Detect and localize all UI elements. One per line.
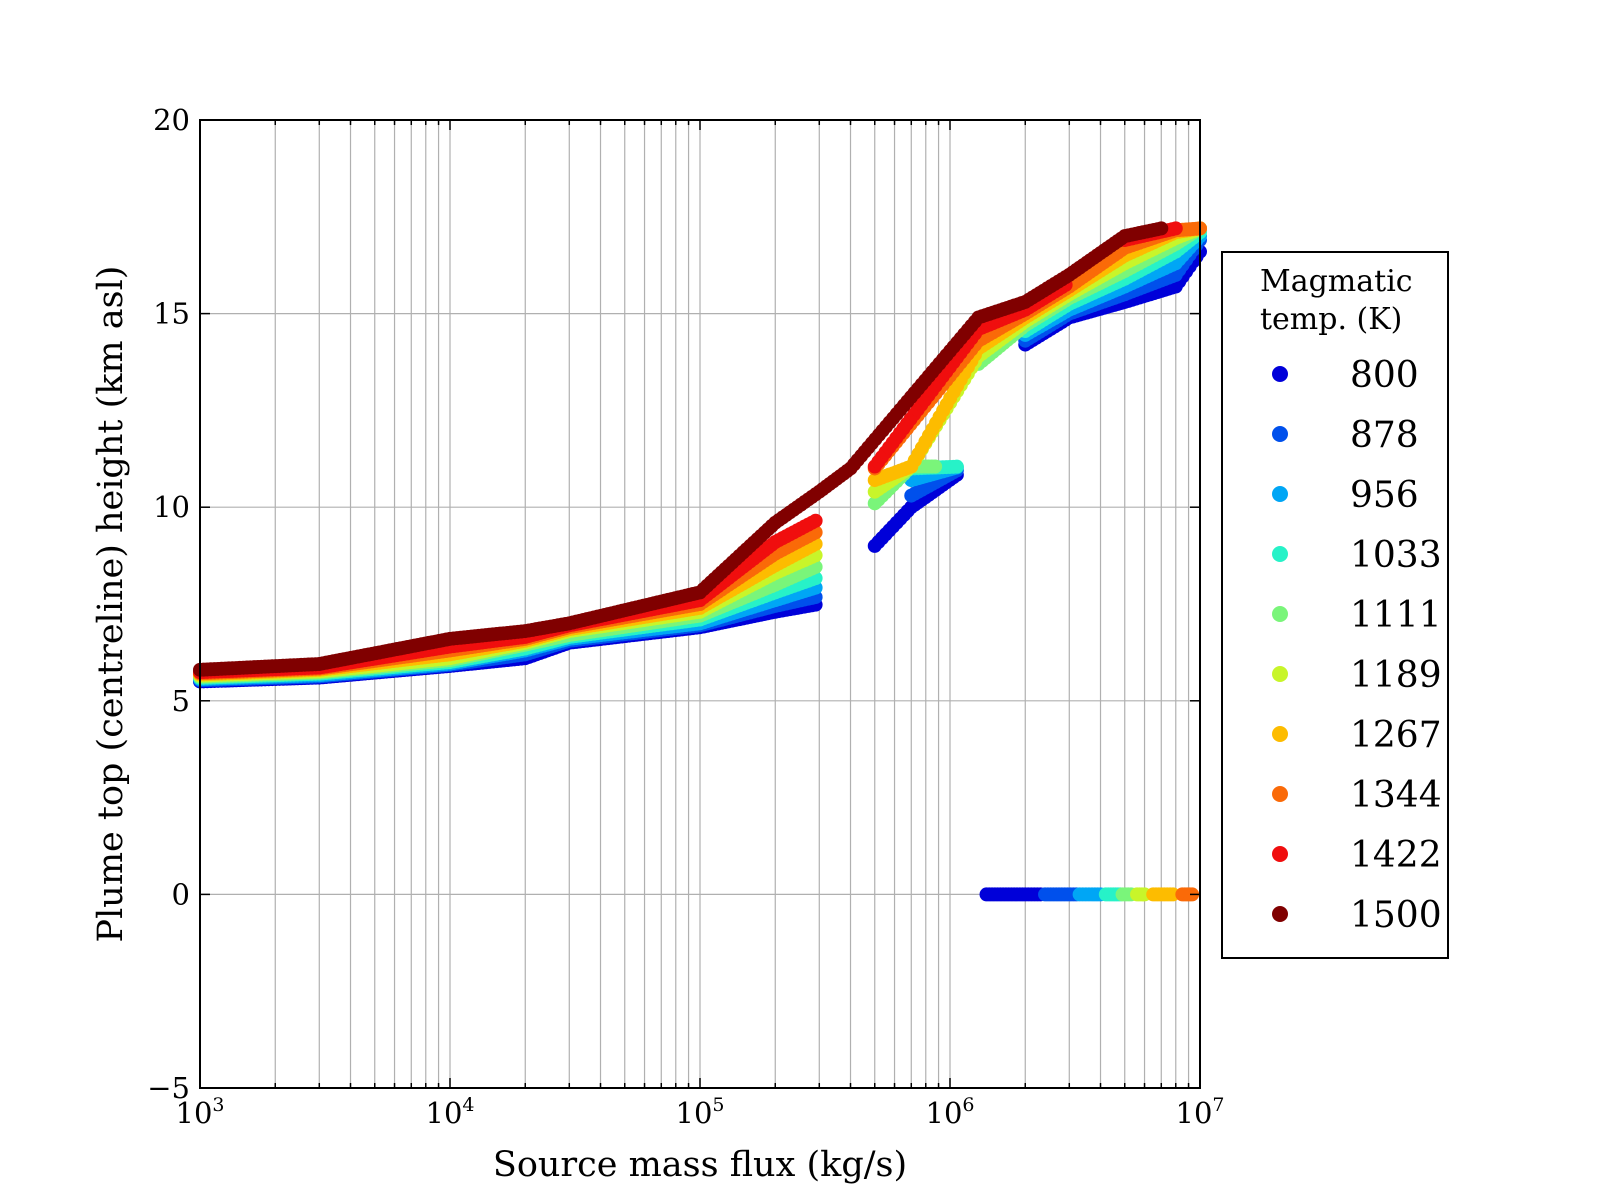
y-axis-label: Plume top (centreline) height (km asl) <box>91 266 131 943</box>
data-point <box>1154 221 1169 236</box>
x-tick-label-1e4: 104 <box>426 1094 475 1130</box>
legend-label-800: 800 <box>1350 355 1419 396</box>
legend-label-1189: 1189 <box>1350 655 1442 696</box>
legend-marker-1033 <box>1272 546 1288 562</box>
series-1500 <box>193 221 1169 677</box>
y-tick-label: 20 <box>153 103 190 137</box>
legend-title-line-1: Magmatic <box>1260 264 1413 299</box>
legend-entries: 800 878 956 1033 1111 1189 1267 1344 1422 1500 <box>1272 355 1442 936</box>
x-tick-label-1e7: 107 <box>1176 1094 1225 1130</box>
legend-label-1033: 1033 <box>1350 535 1442 576</box>
x-axis-label: Source mass flux (kg/s) <box>493 1145 907 1185</box>
legend-marker-1189 <box>1272 666 1288 682</box>
y-tick-labels: −5 0 5 10 15 20 <box>147 103 190 1105</box>
y-tick-label: 10 <box>153 490 190 524</box>
y-tick-label: −5 <box>147 1071 190 1105</box>
data-points <box>193 221 1207 902</box>
legend-marker-1111 <box>1272 606 1288 622</box>
legend-label-1267: 1267 <box>1350 715 1442 756</box>
x-tick-label-1e3: 103 <box>176 1094 225 1130</box>
legend-box <box>1221 251 1449 959</box>
legend-marker-1422 <box>1272 846 1288 862</box>
data-point <box>928 459 943 474</box>
data-point <box>949 459 964 474</box>
legend-marker-800 <box>1272 366 1288 382</box>
y-tick-label: 5 <box>172 684 190 718</box>
legend-marker-1267 <box>1272 726 1288 742</box>
legend-label-1111: 1111 <box>1350 595 1442 636</box>
legend-label-1344: 1344 <box>1350 775 1442 816</box>
data-point <box>1168 221 1183 236</box>
legend-title-line-2: temp. (K) <box>1260 302 1402 337</box>
y-tick-label: 15 <box>153 297 190 331</box>
legend: Magmatic temp. (K) 800 878 956 1033 1111 1189… <box>1221 251 1449 959</box>
legend-marker-1344 <box>1272 786 1288 802</box>
x-tick-label-1e5: 105 <box>676 1094 725 1130</box>
legend-label-878: 878 <box>1350 415 1419 456</box>
legend-label-1500: 1500 <box>1350 895 1442 936</box>
tick-marks <box>200 119 1200 1089</box>
legend-label-1422: 1422 <box>1350 835 1442 876</box>
x-tick-label-1e6: 106 <box>926 1094 975 1130</box>
data-point <box>808 513 823 528</box>
legend-marker-1500 <box>1272 906 1288 922</box>
y-tick-label: 0 <box>172 877 190 911</box>
legend-marker-878 <box>1272 426 1288 442</box>
legend-label-956: 956 <box>1350 475 1419 516</box>
legend-marker-956 <box>1272 486 1288 502</box>
